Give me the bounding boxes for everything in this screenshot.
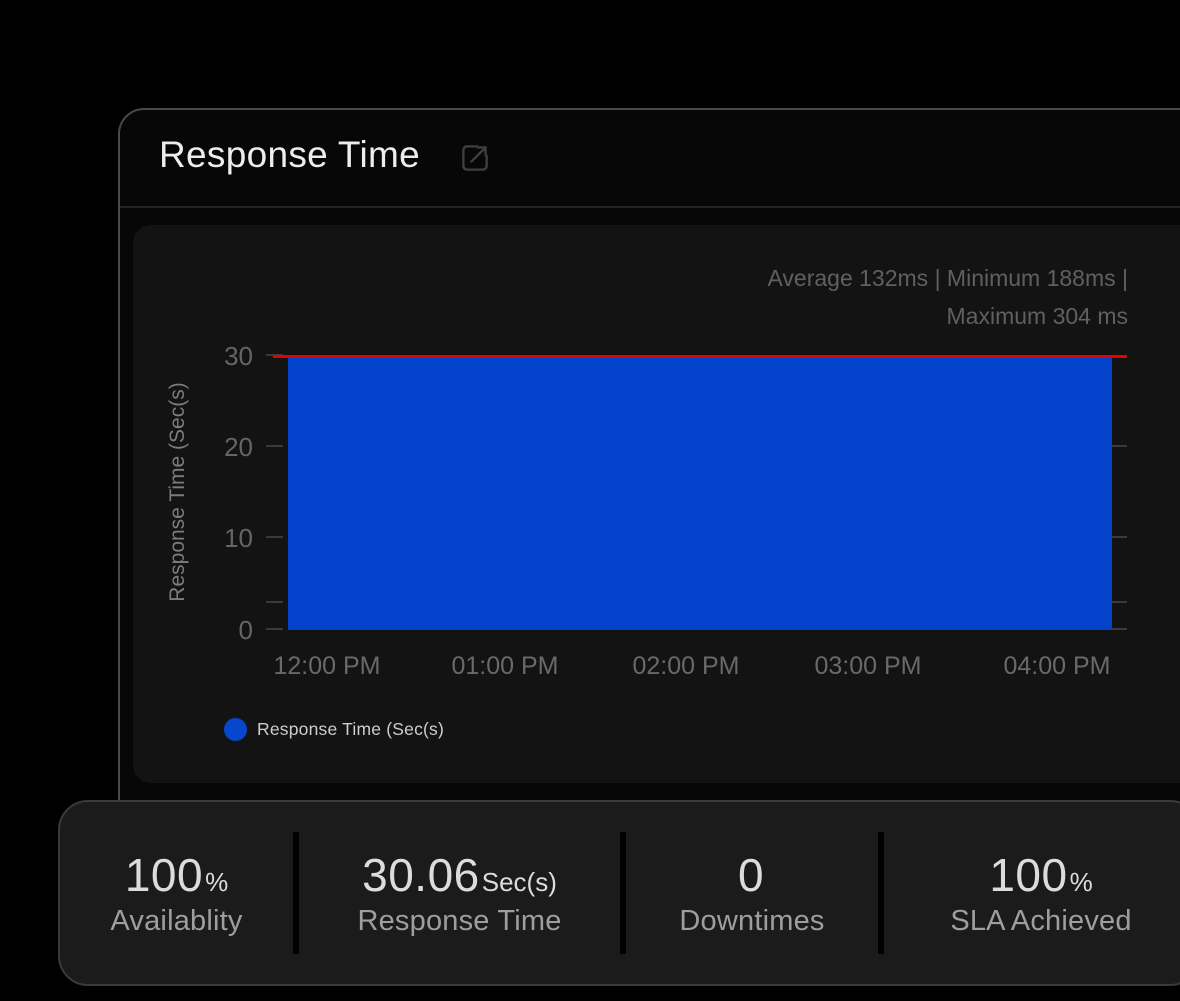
stat-downtimes: 0 Downtimes <box>626 848 878 938</box>
axis-tick <box>266 601 283 603</box>
axis-tick <box>1110 628 1127 630</box>
y-tick-label-30: 30 <box>224 341 253 371</box>
x-tick-label: 01:00 PM <box>451 652 559 680</box>
x-tick-label: 12:00 PM <box>273 652 381 680</box>
response-time-area-series <box>288 358 1112 630</box>
y-tick-label-0: 0 <box>238 615 253 645</box>
axis-tick <box>266 536 283 538</box>
stat-label: Downtimes <box>679 905 825 937</box>
card-title: Response Time <box>159 134 420 175</box>
stat-unit: % <box>1069 867 1093 897</box>
stat-response-time-value-row: 30.06 Sec(s) <box>362 848 557 902</box>
axis-tick <box>266 628 283 630</box>
stat-value: 0 <box>737 849 765 901</box>
chart-summary-line2: Maximum 304 ms <box>946 303 1128 329</box>
stat-label: Response Time <box>357 905 562 937</box>
stat-sla-value-row: 100 % <box>989 848 1092 902</box>
stat-downtimes-value-row: 0 <box>738 848 766 902</box>
y-axis-title: Response Time (Sec(s) <box>166 382 189 602</box>
axis-tick <box>1110 601 1127 603</box>
legend-label: Response Time (Sec(s) <box>257 719 445 739</box>
stat-response-time: 30.06 Sec(s) Response Time <box>299 848 620 938</box>
stat-divider <box>293 832 299 954</box>
stat-value: 100 <box>989 849 1068 901</box>
stat-label: SLA Achieved <box>950 905 1132 937</box>
x-tick-label: 02:00 PM <box>632 652 740 680</box>
axis-tick <box>266 445 283 447</box>
summary-stats-bar: 100 % Availablity 30.06 Sec(s) Response … <box>58 800 1180 986</box>
axis-tick <box>1110 536 1127 538</box>
x-tick-label: 04:00 PM <box>1003 652 1111 680</box>
stat-value: 30.06 <box>362 849 480 901</box>
expand-button[interactable] <box>456 140 494 178</box>
chart-summary-line1: Average 132ms | Minimum 188ms | <box>767 265 1129 291</box>
stat-sla-achieved: 100 % SLA Achieved <box>884 848 1180 938</box>
stat-label: Availablity <box>110 905 243 937</box>
stat-unit: % <box>205 867 229 897</box>
threshold-line <box>273 355 1127 358</box>
stat-divider <box>878 832 884 954</box>
y-tick-label-20: 20 <box>224 432 253 462</box>
legend-dot-icon <box>224 718 247 741</box>
y-tick-label-10: 10 <box>224 523 253 553</box>
stat-availability-value-row: 100 % <box>125 848 228 902</box>
stat-divider <box>620 832 626 954</box>
card-separator <box>120 206 1180 208</box>
stat-unit: Sec(s) <box>481 867 557 897</box>
expand-icon <box>457 145 493 179</box>
stat-availability: 100 % Availablity <box>60 848 293 938</box>
legend-item-response-time[interactable]: Response Time (Sec(s) <box>224 718 444 741</box>
stat-value: 100 <box>124 849 204 901</box>
x-tick-label: 03:00 PM <box>814 652 922 680</box>
chart-summary-stats: Average 132ms | Minimum 188ms | Maximum … <box>600 259 1129 335</box>
axis-tick <box>1110 445 1127 447</box>
